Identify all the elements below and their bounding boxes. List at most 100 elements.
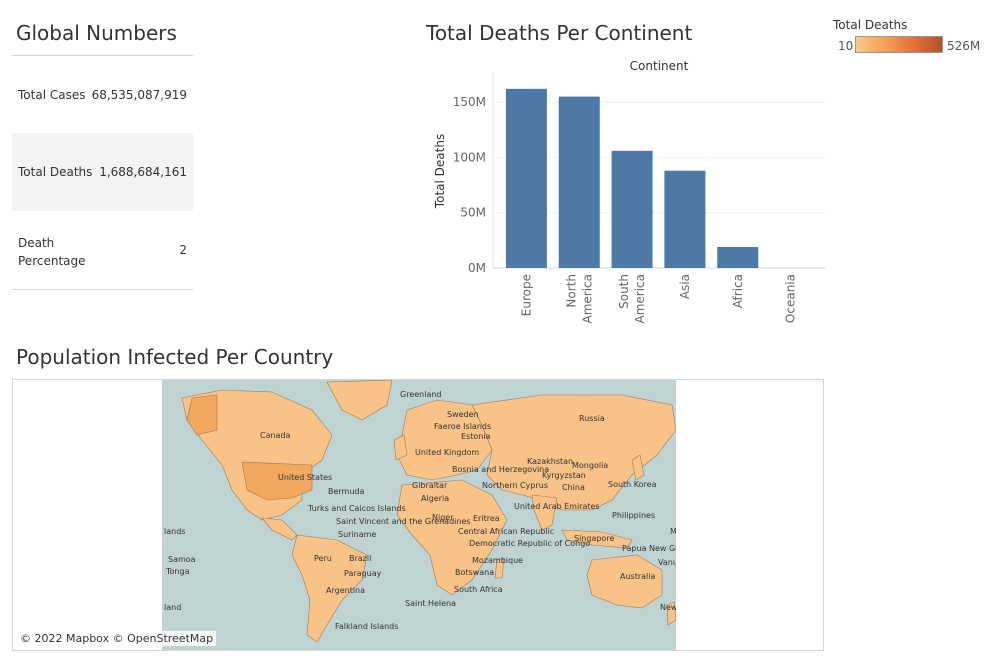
x-tick-label: Asia xyxy=(678,274,692,299)
map-country-label: Bermuda xyxy=(328,487,365,496)
total-deaths-label: Total Deaths xyxy=(18,165,93,179)
new-zealand-land xyxy=(666,601,676,626)
indonesia-land xyxy=(561,529,633,549)
australia-land xyxy=(586,554,663,609)
x-category-label: North America xyxy=(564,274,594,324)
total-deaths-row: Total Deaths 1,688,684,161 xyxy=(12,133,193,211)
y-axis-label: Total Deaths xyxy=(433,134,447,209)
x-tick-label: America xyxy=(633,274,647,324)
bar-chart-title: Total Deaths Per Continent xyxy=(426,21,693,45)
map-country-label: United Arab Emirates xyxy=(514,502,600,511)
map-country-label: China xyxy=(562,483,585,492)
map-country-label: Kyrgyzstan xyxy=(542,471,586,480)
uk-land xyxy=(393,434,408,461)
legend-max: 526M xyxy=(947,39,981,53)
map-country-label: South Korea xyxy=(608,480,657,489)
map-container[interactable]: Greenland Canada United States Bermuda Turks… xyxy=(12,379,824,651)
map-country-label: South Africa xyxy=(454,585,503,594)
bar-europe[interactable] xyxy=(505,88,547,268)
map-country-label: Central African Republic xyxy=(458,527,554,536)
united-states-land xyxy=(241,461,313,501)
x-tick-label: Oceania xyxy=(784,274,798,323)
map-country-label: Sweden xyxy=(447,410,479,419)
map-country-label: lands xyxy=(164,527,185,536)
y-tick-label: 0M xyxy=(468,261,486,275)
map-country-label: United States xyxy=(278,473,332,482)
map-country-label: Vanuatu xyxy=(658,558,676,567)
madagascar-land xyxy=(494,557,505,579)
map-country-label: Russia xyxy=(579,414,605,423)
map-country-label: Samoa xyxy=(168,555,196,564)
map-country-label: Saint Helena xyxy=(405,599,456,608)
map-country-label: Paraguay xyxy=(344,569,382,578)
total-deaths-value: 1,688,684,161 xyxy=(99,165,187,179)
bar-africa[interactable] xyxy=(717,246,759,268)
map-country-label: Philippines xyxy=(612,511,655,520)
asia-land xyxy=(471,394,676,511)
map-country-label: Tonga xyxy=(165,567,190,576)
map-country-label: Bosnia and Herzegovina xyxy=(452,465,549,474)
japan-land xyxy=(631,454,645,481)
map-country-label: Papua New Guinea xyxy=(622,544,676,553)
map-country-label: Falkland Islands xyxy=(335,622,398,631)
x-tick-label: Europe xyxy=(519,274,533,316)
world-map[interactable]: Greenland Canada United States Bermuda Turks… xyxy=(162,380,676,651)
map-country-label: Saint Vincent and the Grenadines xyxy=(336,517,471,526)
africa-land xyxy=(396,479,508,596)
greenland-land xyxy=(326,380,393,421)
x-category-label: Europe xyxy=(519,274,533,316)
x-category-label: South America xyxy=(617,274,647,324)
map-country-label: Botswana xyxy=(455,568,494,577)
y-tick-label: 150M xyxy=(453,95,486,109)
map-country-label: Faeroe Islands xyxy=(434,422,491,431)
y-tick-label: 50M xyxy=(460,206,486,220)
map-country-label: Northern Cyprus xyxy=(482,481,548,490)
map-country-label: Turks and Caicos Islands xyxy=(307,504,406,513)
map-country-label: Eritrea xyxy=(473,514,500,523)
map-country-label: Algeria xyxy=(421,494,449,503)
x-category-label: Oceania xyxy=(784,274,798,323)
map-country-label: Greenland xyxy=(400,390,442,399)
india-land xyxy=(531,494,558,531)
legend-min: 10 xyxy=(838,39,854,53)
map-country-label: Gibraltar xyxy=(412,481,448,490)
y-tick-label: 100M xyxy=(453,150,486,164)
x-category-label: Asia xyxy=(678,274,692,299)
map-country-label: Australia xyxy=(620,572,655,581)
alaska-land xyxy=(186,394,218,436)
death-percentage-value: 2 xyxy=(179,243,187,257)
global-numbers-title: Global Numbers xyxy=(16,21,177,45)
map-country-label: Niger xyxy=(432,513,454,522)
death-percentage-label: Death Percentage xyxy=(18,236,86,268)
map-country-label: Argentina xyxy=(326,586,365,595)
x-tick-label: North xyxy=(564,274,578,308)
bar-chart: Continent Total Deaths 0M 50M 100M 150M Eur… xyxy=(433,59,825,324)
map-country-label: land xyxy=(164,603,181,612)
legend-gradient xyxy=(855,36,943,53)
x-tick-label: South xyxy=(617,274,631,309)
map-title: Population Infected Per Country xyxy=(16,345,334,369)
bar-north-america[interactable] xyxy=(558,96,600,269)
map-country-label: Mongolia xyxy=(572,461,608,470)
x-category-label: Africa xyxy=(731,274,745,308)
death-percentage-row: Death Percentage 2 xyxy=(12,211,193,289)
map-country-label: Brazil xyxy=(349,554,371,563)
divider xyxy=(12,55,193,56)
map-attribution: © 2022 Mapbox © OpenStreetMap xyxy=(17,631,217,646)
bar-asia[interactable] xyxy=(664,170,706,268)
bar-south-america[interactable] xyxy=(611,150,653,268)
divider xyxy=(12,289,193,290)
map-country-label: Mozambique xyxy=(472,556,523,565)
map-country-label: Kazakhstan xyxy=(527,457,573,466)
map-country-label: Singapore xyxy=(574,534,614,543)
chart-header: Continent xyxy=(630,59,689,73)
map-country-label: Estonia xyxy=(461,432,491,441)
south-america-land xyxy=(291,534,368,643)
map-country-label: Democratic Republic of Congo xyxy=(469,539,590,548)
map-country-label: United Kingdom xyxy=(415,448,479,457)
x-tick-label: America xyxy=(580,274,594,324)
total-cases-label: Total Cases xyxy=(18,88,86,102)
map-country-label: Peru xyxy=(314,554,332,563)
total-cases-row: Total Cases 68,535,087,919 xyxy=(12,56,193,133)
map-country-label: New Zeala xyxy=(660,603,676,612)
